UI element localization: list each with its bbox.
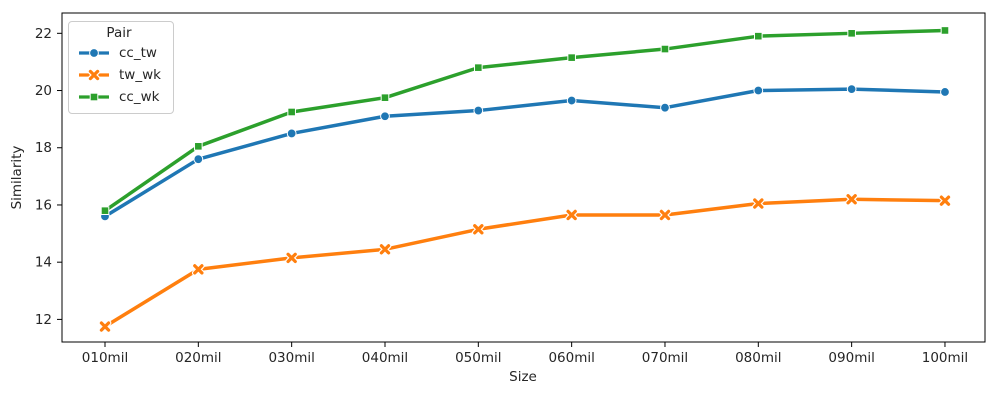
series-cc_wk xyxy=(100,26,950,215)
plot-border xyxy=(61,12,986,343)
y-tick-label: 22 xyxy=(35,26,52,42)
y-tick-label: 14 xyxy=(35,255,52,271)
marker-square xyxy=(567,53,576,62)
y-axis-title: Similarity xyxy=(9,146,25,210)
series-line-tw_wk xyxy=(103,197,947,329)
legend-item-cc_wk: cc_wk xyxy=(77,86,161,108)
series-tw_wk xyxy=(98,192,952,333)
legend-label: cc_tw xyxy=(119,45,157,61)
marker-square xyxy=(660,44,670,54)
marker-circle xyxy=(193,154,204,165)
marker-x xyxy=(659,209,671,221)
legend-swatch-square-icon xyxy=(79,92,109,102)
marker-circle xyxy=(940,87,950,97)
marker-circle xyxy=(380,111,390,122)
x-axis-title: Size xyxy=(509,369,537,385)
marker-square xyxy=(380,93,390,102)
marker-x xyxy=(566,209,577,221)
y-tick-label: 20 xyxy=(35,83,52,99)
series-line-cc_wk xyxy=(103,28,947,213)
marker-square xyxy=(100,206,110,215)
marker-circle xyxy=(660,102,670,113)
x-tick-label: 060mil xyxy=(548,350,594,366)
series-cc_tw xyxy=(100,84,950,222)
y-tick-label: 16 xyxy=(35,197,52,213)
y-tick-label: 18 xyxy=(35,140,52,156)
marker-circle xyxy=(753,85,764,96)
marker-x xyxy=(286,252,297,264)
marker-x xyxy=(88,69,100,81)
legend-items: cc_tw tw_wk cc_wk xyxy=(77,42,161,108)
x-tick-label: 020mil xyxy=(175,350,221,366)
marker-circle xyxy=(473,105,484,116)
legend: Pair cc_tw tw_wk cc_wk xyxy=(68,21,174,114)
marker-square xyxy=(89,92,99,102)
marker-x xyxy=(753,198,764,209)
marker-x xyxy=(193,264,204,275)
x-tick-label: 050mil xyxy=(455,350,501,366)
legend-item-tw_wk: tw_wk xyxy=(77,64,161,86)
marker-circle xyxy=(89,48,99,58)
marker-x xyxy=(939,195,951,206)
legend-label: tw_wk xyxy=(119,67,161,83)
legend-item-cc_tw: cc_tw xyxy=(77,42,161,64)
marker-square xyxy=(474,63,483,72)
marker-x xyxy=(99,321,111,332)
legend-title: Pair xyxy=(106,25,132,41)
x-tick-label: 090mil xyxy=(828,350,874,366)
x-tick-label: 100mil xyxy=(922,350,968,366)
legend-swatch-circle-icon xyxy=(79,48,109,58)
marker-square xyxy=(847,29,856,38)
x-tick-label: 040mil xyxy=(362,350,408,366)
marker-square xyxy=(194,142,203,151)
series-group xyxy=(98,26,952,333)
marker-circle xyxy=(566,95,577,106)
marker-square xyxy=(940,26,950,35)
marker-x xyxy=(846,194,857,205)
marker-square xyxy=(287,107,296,117)
series-line-cc_tw xyxy=(103,87,947,219)
x-tick-label: 080mil xyxy=(735,350,781,366)
x-tick-label: 010mil xyxy=(82,350,128,366)
marker-x xyxy=(473,224,484,235)
x-tick-label: 070mil xyxy=(642,350,688,366)
marker-circle xyxy=(286,128,297,139)
legend-label: cc_wk xyxy=(119,89,160,105)
y-tick-label: 12 xyxy=(35,312,52,328)
marker-square xyxy=(754,31,763,41)
legend-swatch-x-icon xyxy=(79,68,109,82)
marker-circle xyxy=(846,84,857,94)
x-tick-label: 030mil xyxy=(268,350,314,366)
marker-x xyxy=(379,244,391,255)
axis-ticks: 12 14 16 18 20 22 010mil 020mil 030mil 040mil 050m… xyxy=(35,26,968,366)
